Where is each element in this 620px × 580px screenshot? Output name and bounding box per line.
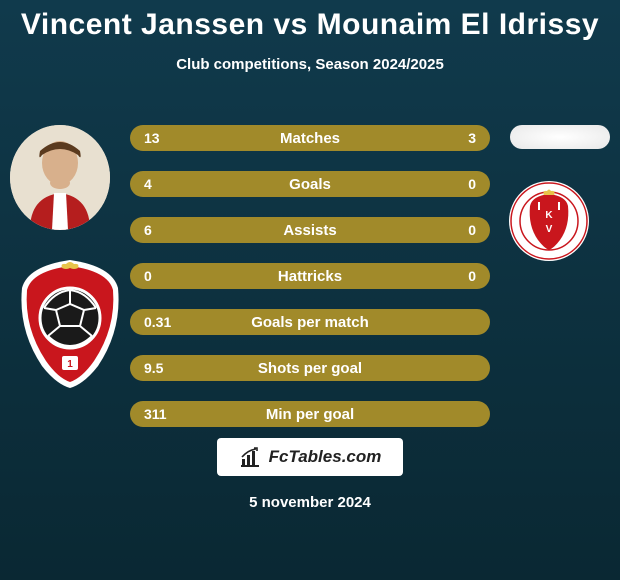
stat-row: 4 Goals 0 xyxy=(130,171,490,197)
stat-row: 9.5 Shots per goal xyxy=(130,355,490,381)
svg-text:1: 1 xyxy=(67,359,73,370)
svg-text:K: K xyxy=(545,210,553,221)
brand-box: FcTables.com xyxy=(217,438,404,476)
stat-value-right: 0 xyxy=(468,268,476,284)
stat-label: Hattricks xyxy=(130,268,490,285)
date: 5 november 2024 xyxy=(0,494,620,511)
stat-label: Goals xyxy=(130,176,490,193)
stat-value-left: 9.5 xyxy=(144,360,163,376)
stat-label: Min per goal xyxy=(130,406,490,423)
stats-container: 13 Matches 3 4 Goals 0 6 Assists 0 0 Hat… xyxy=(130,125,490,447)
stat-label: Assists xyxy=(130,222,490,239)
brand-text: FcTables.com xyxy=(269,447,382,467)
stat-value-right: 0 xyxy=(468,176,476,192)
player-left-avatar xyxy=(10,125,110,230)
stat-row: 13 Matches 3 xyxy=(130,125,490,151)
stat-value-right: 3 xyxy=(468,130,476,146)
stat-value-left: 0.31 xyxy=(144,314,171,330)
player-right-avatar xyxy=(510,125,610,149)
player-left-club-badge: 1 xyxy=(18,260,122,388)
stat-value-right: 0 xyxy=(468,222,476,238)
footer: FcTables.com 5 november 2024 xyxy=(0,438,620,511)
stat-value-left: 13 xyxy=(144,130,160,146)
stat-value-left: 0 xyxy=(144,268,152,284)
stat-row: 0 Hattricks 0 xyxy=(130,263,490,289)
stat-label: Goals per match xyxy=(130,314,490,331)
stat-label: Shots per goal xyxy=(130,360,490,377)
page-title: Vincent Janssen vs Mounaim El Idrissy xyxy=(0,0,620,42)
brand-chart-icon xyxy=(239,446,261,468)
stat-value-left: 311 xyxy=(144,406,167,422)
stat-row: 311 Min per goal xyxy=(130,401,490,427)
subtitle: Club competitions, Season 2024/2025 xyxy=(0,56,620,73)
stat-row: 0.31 Goals per match xyxy=(130,309,490,335)
player-right-club-badge: K V xyxy=(508,180,590,262)
stat-label: Matches xyxy=(130,130,490,147)
svg-text:V: V xyxy=(546,224,553,235)
stat-row: 6 Assists 0 xyxy=(130,217,490,243)
stat-value-left: 4 xyxy=(144,176,152,192)
stat-value-left: 6 xyxy=(144,222,152,238)
